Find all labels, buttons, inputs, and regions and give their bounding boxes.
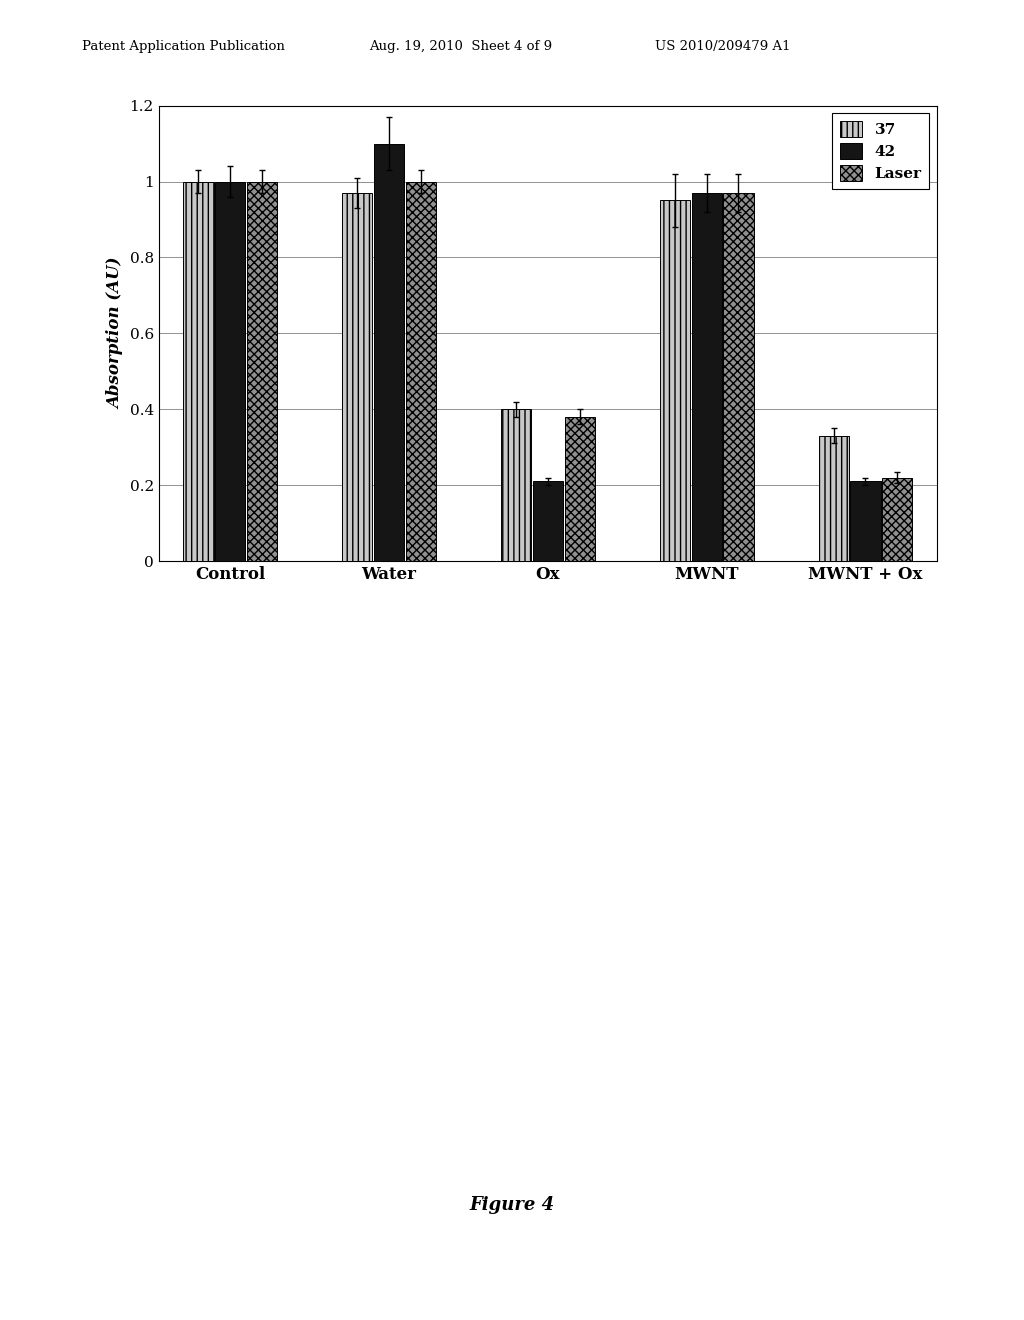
Bar <box>882 478 912 561</box>
Bar <box>183 181 214 561</box>
Bar <box>342 193 373 561</box>
Bar <box>691 193 722 561</box>
Bar <box>818 436 849 561</box>
Bar <box>501 409 531 561</box>
Legend: 37, 42, Laser: 37, 42, Laser <box>831 114 930 189</box>
Text: Figure 4: Figure 4 <box>469 1196 555 1214</box>
Bar <box>659 201 690 561</box>
Text: Patent Application Publication: Patent Application Publication <box>82 40 285 53</box>
Bar <box>215 181 246 561</box>
Text: Aug. 19, 2010  Sheet 4 of 9: Aug. 19, 2010 Sheet 4 of 9 <box>369 40 552 53</box>
Text: US 2010/209479 A1: US 2010/209479 A1 <box>655 40 791 53</box>
Bar <box>532 482 563 561</box>
Bar <box>850 482 881 561</box>
Bar <box>374 144 404 561</box>
Bar <box>723 193 754 561</box>
Y-axis label: Absorption (AU): Absorption (AU) <box>108 257 124 409</box>
Bar <box>406 181 436 561</box>
Bar <box>247 181 278 561</box>
Bar <box>564 417 595 561</box>
